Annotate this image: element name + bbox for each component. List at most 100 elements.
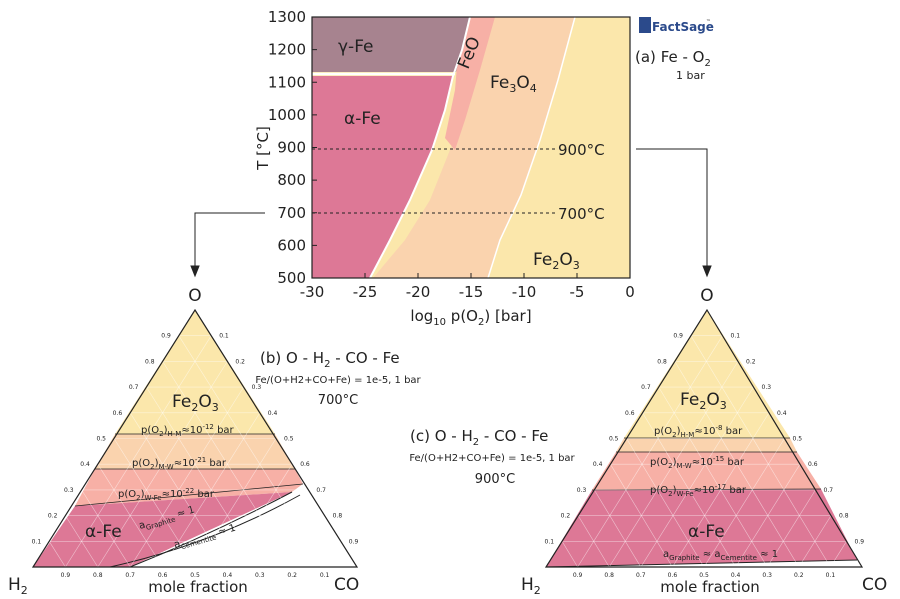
fe3o4-label: Fe3O4	[490, 73, 537, 95]
ternary-tick-label: 0.5	[190, 572, 200, 579]
po2-hm-label-c: p(O2)H-M≈10-8 bar	[654, 424, 743, 439]
panel-c-temperature: 900°C	[475, 472, 515, 487]
panel-b-condition: Fe/(O+H2+CO+Fe) = 1e-5, 1 bar	[255, 375, 421, 386]
y-tick-label: 600	[277, 236, 306, 254]
alpha-fe-region-b	[33, 492, 292, 567]
ternary-tick-label: 0.8	[604, 572, 614, 579]
ternary-tick-label: 0.8	[93, 572, 103, 579]
ternary-tick-label: 0.1	[545, 538, 555, 545]
x-tick-label: -15	[459, 283, 484, 301]
y-tick-label: 700	[277, 204, 306, 222]
fe2o3-label-b: Fe2O3	[172, 392, 219, 414]
x-axis-label: log10 p(O2) [bar]	[410, 307, 531, 328]
ternary-tick-label: 0.7	[641, 384, 651, 391]
fe2o3-label: Fe2O3	[533, 250, 580, 272]
x-tick-label: -20	[406, 283, 431, 301]
fe3o4-region	[373, 17, 575, 278]
a-graphite-cementite-label: aGraphite ≈ aCementite ≈ 1	[663, 549, 778, 562]
x-tick-label: -30	[300, 283, 325, 301]
isotherm-900-label: 900°C	[558, 141, 605, 159]
ternary-tick-label: 0.7	[125, 572, 135, 579]
ternary-tick-label: 0.1	[219, 333, 229, 340]
y-tick-label: 500	[277, 269, 306, 287]
isotherm-700-label: 700°C	[558, 205, 605, 223]
factsage-logo: FactSage ™	[639, 17, 714, 34]
ternary-tick-label: 0.6	[300, 461, 310, 468]
ternary-tick-label: 0.4	[223, 572, 233, 579]
fe3o4-region-c	[616, 438, 797, 452]
fe2o3-region-c	[624, 310, 790, 438]
ternary-tick-label: 0.4	[731, 572, 741, 579]
po2-wfe-label-c: p(O2)W-Fe≈10-17 bar	[650, 483, 747, 498]
ternary-tick-label: 0.5	[284, 436, 294, 443]
svg-text:FactSage: FactSage	[652, 20, 714, 34]
ternary-tick-label: 0.2	[235, 358, 245, 365]
gamma-fe-region	[312, 17, 470, 72]
ternary-tick-label: 0.7	[636, 572, 646, 579]
vertex-h2-c: H2	[521, 575, 541, 597]
ternary-tick-label: 0.2	[794, 572, 804, 579]
vertex-o-c: O	[700, 286, 713, 306]
ternary-tick-label: 0.6	[625, 410, 635, 417]
panel-b-title: (b) O - H2 - CO - Fe	[260, 349, 400, 370]
ternary-tick-label: 0.4	[593, 461, 603, 468]
ternary-tick-label: 0.8	[657, 358, 667, 365]
x-tick-label: -10	[512, 283, 537, 301]
connector-700	[190, 212, 265, 278]
feo-region-b	[75, 469, 303, 506]
connector-900	[636, 148, 712, 278]
ternary-tick-label: 0.6	[158, 572, 168, 579]
vertex-o-b: O	[188, 286, 201, 306]
ternary-tick-label: 0.1	[320, 572, 330, 579]
po2-wfe-label-b: p(O2)W-Fe≈10-22 bar	[118, 487, 215, 502]
fe2o3-label-c: Fe2O3	[680, 390, 727, 412]
ternary-tick-label: 0.9	[349, 538, 359, 545]
ternary-tick-label: 0.9	[161, 333, 171, 340]
gamma-fe-label: γ-Fe	[338, 37, 374, 57]
axis-label-b: mole fraction	[148, 578, 248, 596]
panel-c-title: (c) O - H2 - CO - Fe	[410, 427, 548, 448]
ternary-tick-label: 0.3	[255, 572, 265, 579]
ternary-tick-label: 0.4	[80, 461, 90, 468]
panel-a-pressure: 1 bar	[676, 69, 705, 82]
vertex-co-b: CO	[334, 575, 359, 595]
fe3o4-region-b	[95, 434, 295, 469]
panel-a-title: (a) Fe - O2	[635, 48, 711, 69]
feo-region	[445, 17, 495, 150]
ternary-tick-label: 0.1	[731, 333, 741, 340]
y-tick-label: 1100	[268, 73, 306, 91]
ternary-tick-label: 0.8	[333, 513, 343, 520]
ternary-tick-label: 0.1	[32, 538, 42, 545]
x-tick-label: -5	[570, 283, 585, 301]
alpha-fe-label-b: α-Fe	[85, 522, 122, 542]
alpha-fe-region	[312, 76, 453, 278]
panel-a-phase-diagram: γ-Fe α-Fe FeO Fe3O4 Fe2O3 900°C 700°C 13…	[254, 8, 714, 328]
ternary-tick-label: 0.3	[577, 487, 587, 494]
fe2o3-region-b	[115, 310, 275, 434]
x-axis-ticks: -30 -25 -20 -15 -10 -5 0	[300, 273, 635, 301]
ternary-tick-label: 0.7	[316, 487, 326, 494]
alpha-fe-label-c: α-Fe	[688, 522, 725, 542]
panel-c-ternary: 0.1 0.1 0.9 0.2 0.2 0.8 0.3 0.3 0.7 0.4 0.4 0.6 0.5 0…	[409, 286, 887, 597]
ternary-tick-label: 0.9	[61, 572, 71, 579]
y-tick-label: 900	[277, 139, 306, 157]
axis-label-c: mole fraction	[660, 578, 760, 596]
ternary-tick-label: 0.2	[561, 513, 571, 520]
ternary-tick-label: 0.8	[839, 513, 849, 520]
ternary-tick-label: 0.4	[777, 410, 787, 417]
ternary-tick-label: 0.6	[808, 461, 818, 468]
y-axis-label: T [°C]	[254, 126, 272, 171]
ternary-tick-label: 0.7	[129, 384, 139, 391]
feo-region-c	[592, 452, 821, 490]
y-tick-label: 1000	[268, 106, 306, 124]
panel-b-temperature: 700°C	[318, 393, 358, 408]
ternary-tick-label: 0.2	[746, 358, 756, 365]
po2-hm-label-b: p(O2)H-M≈10-12 bar	[141, 423, 235, 438]
x-tick-label: -25	[353, 283, 378, 301]
alpha-fe-label: α-Fe	[344, 109, 381, 129]
ternary-tick-label: 0.3	[762, 572, 772, 579]
ternary-tick-label: 0.3	[762, 384, 772, 391]
ternary-tick-label: 0.7	[824, 487, 834, 494]
ternary-tick-label: 0.9	[573, 572, 583, 579]
